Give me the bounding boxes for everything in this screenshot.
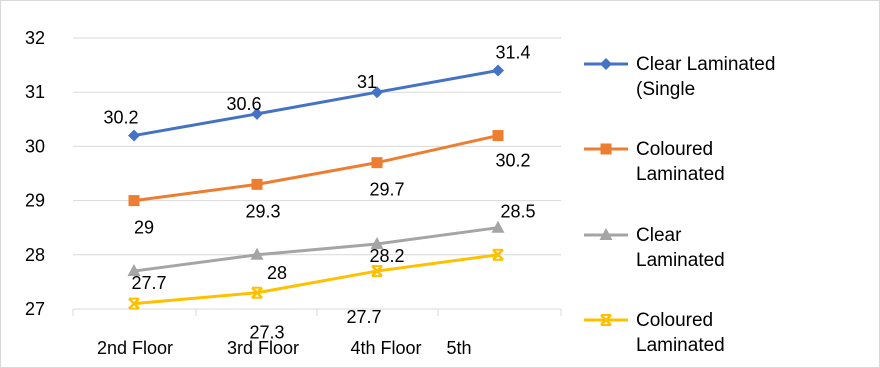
- data-point-marker: [128, 129, 140, 142]
- legend: Clear Laminated(SingleColouredLaminatedC…: [584, 54, 775, 356]
- legend-entry: Coloured Laminated: [584, 139, 725, 185]
- data-point-marker: [492, 64, 504, 77]
- data-label: 29.3: [245, 201, 280, 221]
- x-category-label: 2nd Floor: [97, 338, 173, 358]
- data-label: 29.7: [369, 180, 404, 200]
- legend-entry: Coloured Laminated: [584, 310, 725, 356]
- series-1: [128, 64, 504, 142]
- legend-label: Laminated: [636, 335, 725, 356]
- data-point-marker: [127, 264, 141, 277]
- y-tick-label: 30: [25, 136, 45, 156]
- series-line: [133, 134, 499, 203]
- data-label-layer: 30.2 30.6 31 31.4 29 29.3 29.7 30.2 27.7 28 28.2 28…: [103, 43, 535, 343]
- data-label: 31: [357, 72, 377, 92]
- data-point-marker: [599, 228, 613, 240]
- legend-entry: Clear Laminated: [584, 225, 725, 271]
- y-tick-label: 31: [25, 82, 45, 102]
- legend-label: Coloured: [636, 139, 713, 160]
- legend-label: (Single: [636, 79, 695, 100]
- data-point-marker: [251, 178, 263, 190]
- x-category-label: 4th Floor: [350, 338, 421, 358]
- data-label: 30.6: [226, 94, 261, 114]
- data-label: 27.7: [131, 273, 166, 293]
- data-label: 28.2: [369, 246, 404, 266]
- data-label: 27.7: [346, 307, 381, 327]
- legend-label: Laminated: [636, 164, 725, 185]
- series-line: [133, 69, 499, 138]
- data-point-marker: [492, 130, 504, 142]
- data-point-marker: [491, 220, 505, 233]
- data-point-marker: [492, 248, 504, 261]
- data-label: 31.4: [495, 43, 530, 63]
- data-point-marker: [600, 58, 612, 70]
- series-3: [127, 220, 505, 277]
- data-point-marker: [371, 157, 383, 169]
- y-tick-label: 28: [25, 245, 45, 265]
- data-label: 28.5: [500, 202, 535, 222]
- data-point-marker: [128, 297, 140, 310]
- legend-label: Laminated: [636, 250, 725, 271]
- data-point-marker: [370, 236, 384, 249]
- series-2: [128, 130, 504, 207]
- data-point-marker: [371, 265, 383, 278]
- data-point-marker: [251, 107, 263, 120]
- data-point-marker: [600, 143, 612, 155]
- data-point-marker: [371, 86, 383, 99]
- data-label: 29: [134, 218, 154, 238]
- x-category-label: 3rd Floor: [227, 338, 299, 358]
- y-tick-label: 29: [25, 191, 45, 211]
- data-point-marker: [128, 195, 140, 207]
- series-line: [133, 226, 499, 273]
- data-point-marker: [600, 314, 612, 326]
- legend-label: Coloured: [636, 310, 713, 331]
- data-point-marker: [251, 286, 263, 299]
- axis-layer: 32 31 30 29 28 27 2nd Floor 3rd Floor 4th Floor 5…: [25, 28, 562, 358]
- y-tick-label: 32: [25, 28, 45, 48]
- series-4: [128, 248, 504, 310]
- grid-layer: [73, 37, 561, 256]
- y-tick-label: 27: [25, 299, 45, 319]
- data-label: 30.2: [103, 108, 138, 128]
- series-line: [133, 253, 499, 306]
- data-label: 27.3: [249, 323, 284, 343]
- series-layer: [127, 64, 505, 310]
- legend-entry: Clear Laminated (Single: [584, 54, 775, 100]
- x-category-label: 5th: [446, 338, 471, 358]
- legend-label: Clear: [636, 225, 682, 246]
- data-label: 28: [267, 263, 287, 283]
- data-label: 30.2: [495, 151, 530, 171]
- legend-label: Clear Laminated: [636, 54, 775, 75]
- data-point-marker: [250, 247, 264, 260]
